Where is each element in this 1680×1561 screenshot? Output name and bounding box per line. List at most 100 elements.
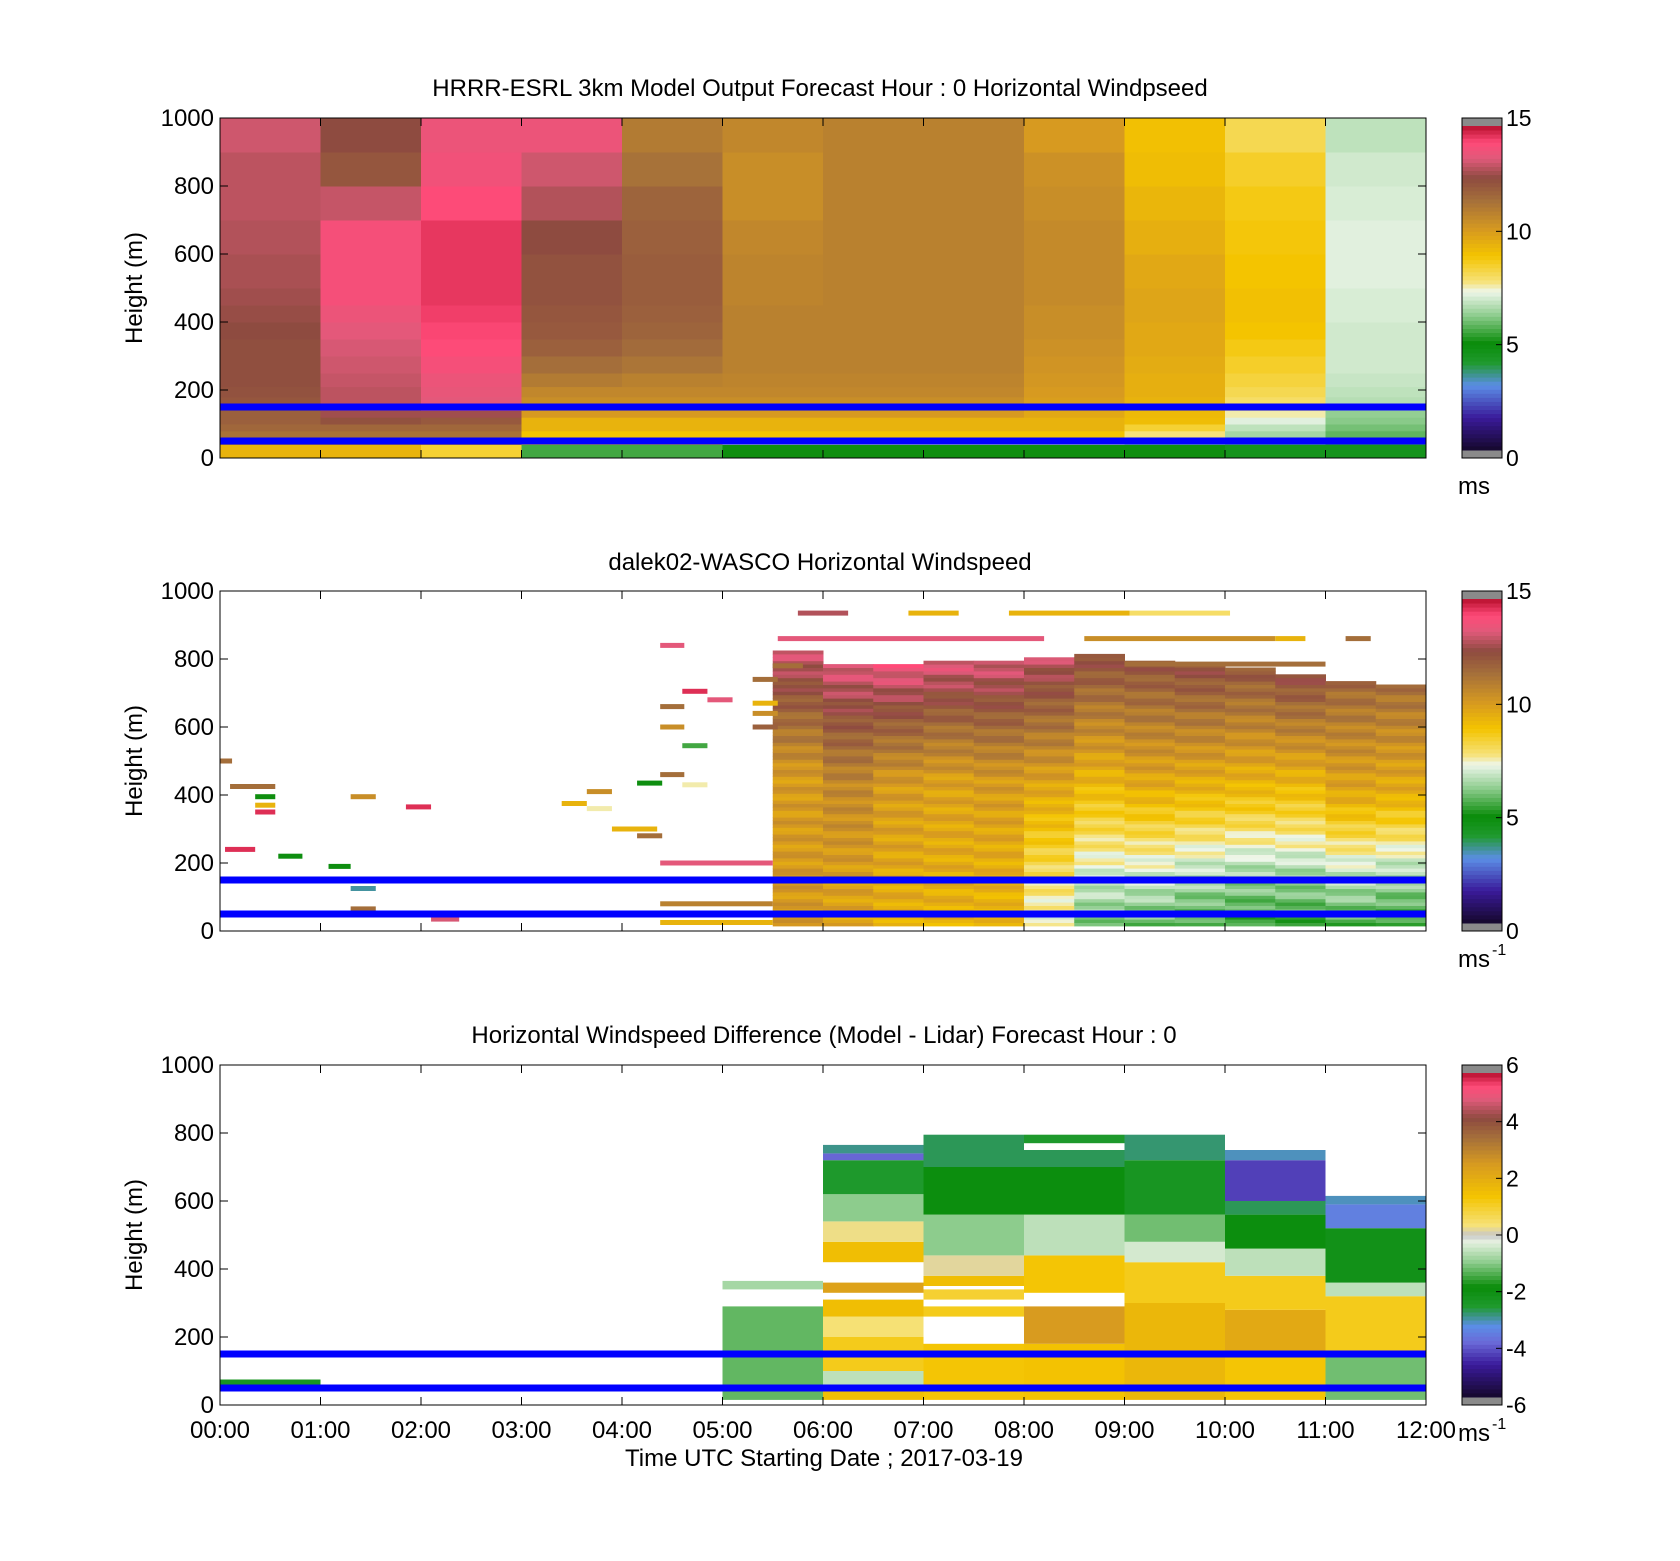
colorbar-swatch <box>1462 207 1502 212</box>
heatmap-cell <box>1024 288 1125 306</box>
heatmap-cell <box>1024 891 1075 896</box>
heatmap-cell <box>823 715 874 719</box>
heatmap-cell <box>1325 288 1427 306</box>
heatmap-cell <box>1325 888 1377 893</box>
heatmap-cell <box>873 868 924 872</box>
heatmap-cell <box>1074 684 1125 689</box>
heatmap-cell <box>1275 749 1326 753</box>
heatmap-cell <box>1174 885 1226 889</box>
heatmap-cell <box>1325 755 1377 760</box>
heatmap-cell <box>1325 861 1377 866</box>
y-tick-label: 400 <box>174 782 214 809</box>
heatmap-cell <box>1375 919 1427 923</box>
heatmap-cell <box>622 339 723 357</box>
colorbar-swatch <box>1462 1328 1502 1333</box>
heatmap-cell <box>873 698 924 702</box>
heatmap-cell <box>1225 902 1276 906</box>
heatmap-cell <box>1024 823 1075 828</box>
heatmap-cell <box>823 322 924 340</box>
heatmap-cell <box>421 444 522 452</box>
heatmap-cell <box>923 721 975 726</box>
heatmap-cell <box>1174 718 1226 723</box>
heatmap-cell <box>923 915 975 920</box>
heatmap-cell <box>1074 902 1125 906</box>
heatmap-cell <box>1074 922 1125 927</box>
heatmap-cell <box>722 410 824 418</box>
heatmap-cell <box>1174 800 1226 804</box>
heatmap-cell <box>873 759 924 764</box>
heatmap-cell <box>772 721 824 726</box>
heatmap-cell <box>973 701 1025 706</box>
heatmap-cell <box>1325 708 1377 713</box>
heatmap-cell <box>1024 417 1125 425</box>
heatmap-cell <box>873 905 924 910</box>
heatmap-cell <box>1074 806 1125 811</box>
heatmap-cell <box>1325 902 1377 906</box>
heatmap-cell <box>772 803 824 808</box>
heatmap-cell <box>973 738 1025 743</box>
heatmap-cell <box>823 854 874 859</box>
heatmap-cell <box>1275 844 1326 849</box>
heatmap-cell <box>772 919 824 923</box>
colorbar-swatch <box>1462 684 1502 689</box>
heatmap-cell <box>1174 915 1226 920</box>
heatmap-cell <box>973 721 1025 726</box>
heatmap-cell <box>1024 396 1125 405</box>
heatmap-cell <box>220 373 321 388</box>
heatmap-cell <box>1074 864 1125 869</box>
heatmap-cell <box>1325 922 1377 927</box>
colorbar-tick-label: 5 <box>1506 332 1519 358</box>
heatmap-cell <box>823 827 874 832</box>
heatmap-cell <box>823 1144 924 1154</box>
heatmap-cell <box>973 891 1025 896</box>
heatmap-cell <box>1174 732 1226 736</box>
heatmap-cell <box>1325 820 1377 825</box>
heatmap-cell <box>772 684 824 689</box>
y-tick-label: 600 <box>174 1188 214 1215</box>
heatmap-cell <box>772 834 824 838</box>
heatmap-cell <box>923 386 1025 398</box>
heatmap-cell <box>823 902 874 906</box>
heatmap-cell <box>1024 766 1075 770</box>
heatmap-cell <box>973 847 1025 852</box>
colorbar-swatch <box>1462 409 1502 415</box>
heatmap-cell <box>772 810 824 815</box>
heatmap-cell <box>1074 861 1125 866</box>
heatmap-cell <box>873 684 924 689</box>
colorbar-swatch <box>1462 1340 1502 1345</box>
colorbar-swatch <box>1462 1352 1502 1357</box>
colorbar-unit: ms <box>1458 946 1490 973</box>
heatmap-cell <box>1024 783 1075 787</box>
heatmap-cell <box>1024 451 1125 459</box>
heatmap-cell <box>1375 759 1427 764</box>
heatmap-cell <box>1024 800 1075 804</box>
heatmap-cell <box>622 430 723 439</box>
heatmap-cell <box>1074 657 1125 662</box>
heatmap-cell <box>1074 830 1125 835</box>
heatmap-cell <box>1174 691 1226 696</box>
heatmap-cell <box>722 254 824 289</box>
colorbar-swatch <box>1462 194 1502 200</box>
heatmap-cell <box>1124 902 1176 906</box>
heatmap-cell <box>823 840 874 845</box>
heatmap-cell <box>923 356 1025 374</box>
heatmap-cell <box>1024 701 1075 706</box>
heatmap-cell <box>873 803 924 808</box>
heatmap-cell <box>1275 766 1326 770</box>
colorbar-swatch <box>1462 1190 1502 1195</box>
heatmap-cell <box>923 1167 1024 1215</box>
heatmap-cell <box>1124 711 1176 716</box>
heatmap-cell <box>1174 721 1226 726</box>
colorbar-tick-label: 4 <box>1506 1109 1519 1135</box>
colorbar-swatch <box>1462 805 1502 811</box>
heatmap-cell <box>1124 844 1176 849</box>
heatmap-cell <box>923 844 975 849</box>
heatmap-cell <box>1024 660 1075 665</box>
y-tick-label: 800 <box>174 646 214 673</box>
colorbar-swatch <box>1462 692 1502 697</box>
heatmap-cell <box>1325 844 1377 849</box>
y-axis-label: Height (m) <box>121 232 148 344</box>
heatmap-cell <box>1074 721 1125 726</box>
heatmap-cell <box>1375 837 1427 842</box>
heatmap-cell <box>823 704 874 709</box>
